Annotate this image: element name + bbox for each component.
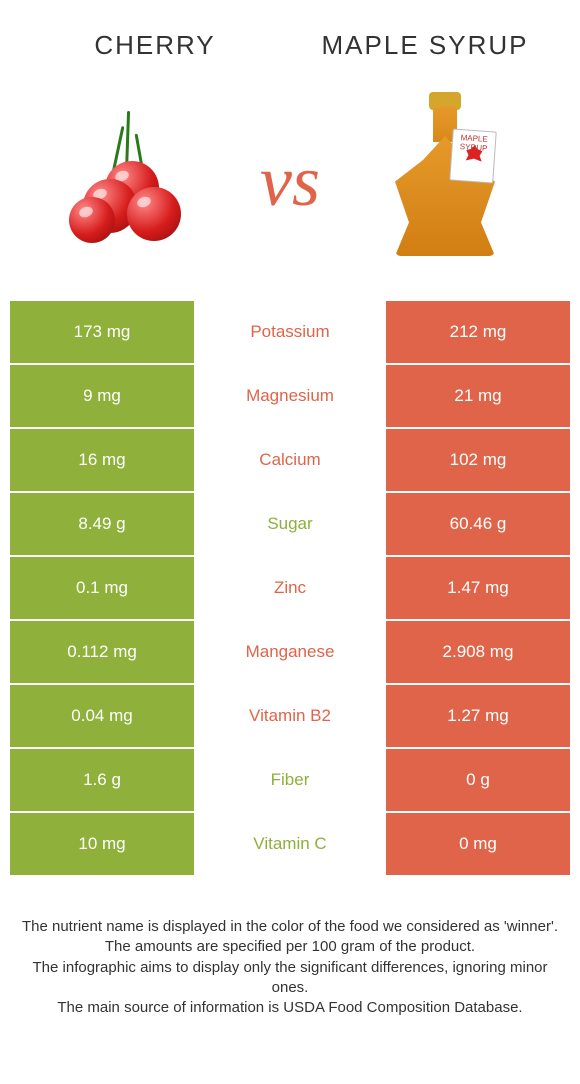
right-value: 2.908 mg	[386, 621, 570, 683]
nutrient-name: Zinc	[198, 557, 382, 619]
footer-line: The nutrient name is displayed in the co…	[20, 917, 560, 937]
maple-syrup-image: MAPLE SYRUP	[340, 91, 550, 271]
left-value: 173 mg	[10, 301, 194, 363]
footer-line: The amounts are specified per 100 gram o…	[20, 937, 560, 957]
left-value: 16 mg	[10, 429, 194, 491]
footer-line: The main source of information is USDA F…	[20, 998, 560, 1018]
right-value: 0 g	[386, 749, 570, 811]
footer-line: The infographic aims to display only the…	[20, 958, 560, 999]
nutrient-name: Calcium	[198, 429, 382, 491]
right-value: 0 mg	[386, 813, 570, 875]
nutrient-row: 9 mgMagnesium21 mg	[10, 365, 570, 427]
nutrient-row: 0.1 mgZinc1.47 mg	[10, 557, 570, 619]
right-value: 60.46 g	[386, 493, 570, 555]
syrup-tag: MAPLE SYRUP	[449, 129, 497, 184]
left-value: 9 mg	[10, 365, 194, 427]
left-value: 0.112 mg	[10, 621, 194, 683]
right-value: 102 mg	[386, 429, 570, 491]
cherry-image	[30, 91, 240, 271]
nutrient-table: 173 mgPotassium212 mg9 mgMagnesium21 mg1…	[0, 301, 580, 875]
nutrient-row: 1.6 gFiber0 g	[10, 749, 570, 811]
nutrient-name: Magnesium	[198, 365, 382, 427]
right-value: 21 mg	[386, 365, 570, 427]
nutrient-name: Vitamin B2	[198, 685, 382, 747]
nutrient-row: 173 mgPotassium212 mg	[10, 301, 570, 363]
left-value: 0.1 mg	[10, 557, 194, 619]
left-value: 1.6 g	[10, 749, 194, 811]
left-value: 10 mg	[10, 813, 194, 875]
nutrient-row: 10 mgVitamin C0 mg	[10, 813, 570, 875]
title-right: Maple syrup	[290, 30, 560, 61]
nutrient-name: Potassium	[198, 301, 382, 363]
nutrient-row: 8.49 gSugar60.46 g	[10, 493, 570, 555]
left-value: 8.49 g	[10, 493, 194, 555]
nutrient-name: Manganese	[198, 621, 382, 683]
nutrient-name: Vitamin C	[198, 813, 382, 875]
nutrient-name: Fiber	[198, 749, 382, 811]
right-value: 1.47 mg	[386, 557, 570, 619]
vs-label: vs	[250, 140, 330, 223]
nutrient-row: 0.04 mgVitamin B21.27 mg	[10, 685, 570, 747]
footer-notes: The nutrient name is displayed in the co…	[0, 877, 580, 1038]
right-value: 1.27 mg	[386, 685, 570, 747]
titles-row: Cherry Maple syrup	[0, 0, 580, 71]
nutrient-name: Sugar	[198, 493, 382, 555]
nutrient-row: 0.112 mgManganese2.908 mg	[10, 621, 570, 683]
left-value: 0.04 mg	[10, 685, 194, 747]
right-value: 212 mg	[386, 301, 570, 363]
title-left: Cherry	[20, 30, 290, 61]
images-row: vs MAPLE SYRUP	[0, 71, 580, 301]
nutrient-row: 16 mgCalcium102 mg	[10, 429, 570, 491]
